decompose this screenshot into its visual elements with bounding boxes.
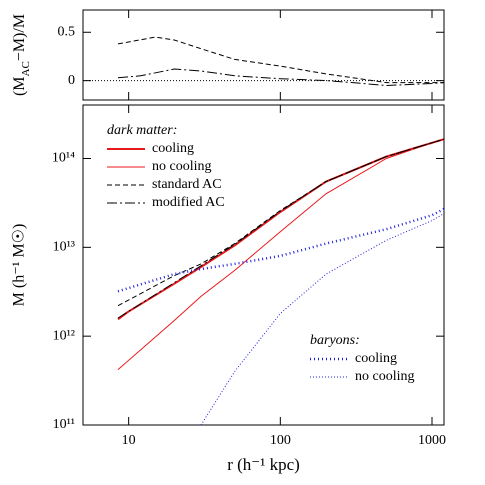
y-axis-label: M (h⁻¹ M☉) [11, 224, 28, 307]
legend-label: cooling [355, 351, 397, 366]
plot-frame [82, 104, 445, 426]
y-axis-label-part: −M)/M [11, 14, 28, 61]
legend-label: modified AC [152, 195, 225, 210]
y-tick-label: 10¹³ [53, 240, 75, 255]
x-tick-label: 10 [122, 433, 136, 448]
y-tick-label: 10¹¹ [53, 417, 75, 432]
legend-title: baryons: [310, 333, 360, 348]
y-axis-label-part: AC [20, 61, 32, 76]
data-line [117, 36, 444, 84]
data-line [117, 138, 445, 370]
legend-label: no cooling [355, 369, 415, 384]
legend-label: cooling [152, 141, 194, 156]
x-tick-label: 100 [270, 433, 291, 448]
data-line [117, 68, 445, 87]
data-line [200, 213, 445, 426]
legend-label: no cooling [152, 159, 212, 174]
y-tick-label: 0.5 [58, 24, 76, 39]
data-line [117, 138, 445, 319]
x-axis-label: r (h⁻¹ kpc) [227, 455, 300, 474]
legend-label: standard AC [152, 177, 222, 192]
y-tick-label: 10¹² [53, 328, 75, 343]
legend-title: dark matter: [107, 123, 177, 138]
y-axis-label: (MAC−M)/M [11, 14, 32, 96]
y-tick-label: 0 [68, 73, 75, 88]
y-tick-label: 10¹⁴ [52, 151, 75, 166]
x-tick-label: 1000 [418, 433, 446, 448]
plot-frame [82, 9, 445, 101]
data-line [117, 207, 445, 293]
y-axis-label-part: (M [11, 76, 28, 96]
